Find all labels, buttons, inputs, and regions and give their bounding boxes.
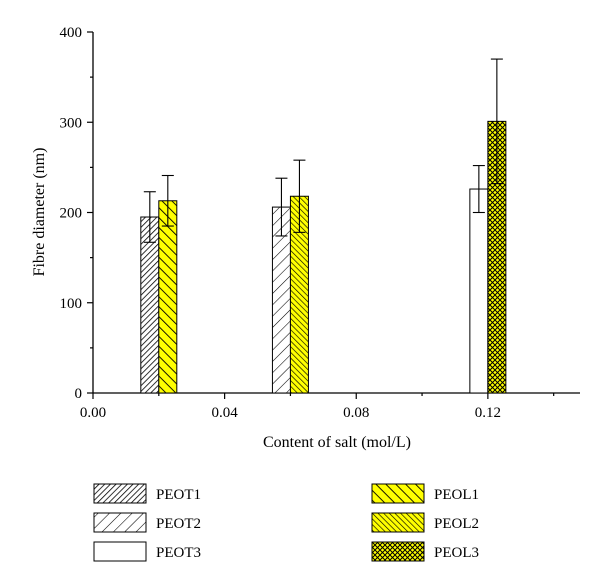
legend-label-peot3: PEOT3: [156, 545, 201, 561]
bar-peol1: [158, 200, 178, 394]
legend-label-peol2: PEOL2: [434, 516, 479, 532]
legend-label-peot1: PEOT1: [156, 487, 201, 503]
bar-peot1: [140, 216, 160, 394]
y-axis-title: Fibre diameter (nm): [31, 148, 48, 277]
legend-label-peol3: PEOL3: [434, 545, 479, 561]
bars: [140, 120, 507, 394]
x-tick-label: 0.08: [343, 405, 369, 421]
legend-swatch-peot1: [93, 483, 147, 504]
y-tick-label: 200: [60, 206, 83, 222]
legend-swatch-peol3: [371, 541, 425, 562]
error-bars: [143, 58, 503, 243]
bar-peot3: [469, 188, 489, 394]
legend: PEOT1 PEOT2 PEOT3 PEOL1 PEOL2 PEOL3: [93, 483, 479, 562]
y-ticks: 0 100 200 300 400: [60, 25, 93, 402]
x-ticks: 0.00 0.04 0.08 0.12: [80, 393, 555, 421]
legend-label-peol1: PEOL1: [434, 487, 479, 503]
y-tick-label: 300: [60, 115, 83, 131]
y-tick-label: 100: [60, 296, 83, 312]
legend-swatch-peot3: [93, 541, 147, 562]
x-tick-label: 0.00: [80, 405, 106, 421]
legend-swatch-peol1: [371, 483, 425, 504]
x-tick-label: 0.04: [211, 405, 238, 421]
x-tick-label: 0.12: [475, 405, 501, 421]
y-tick-label: 400: [60, 25, 83, 41]
x-axis-title: Content of salt (mol/L): [263, 434, 411, 451]
y-tick-label: 0: [75, 386, 83, 402]
legend-swatch-peol2: [371, 512, 425, 533]
legend-swatch-peot2: [93, 512, 147, 533]
legend-label-peot2: PEOT2: [156, 516, 201, 532]
